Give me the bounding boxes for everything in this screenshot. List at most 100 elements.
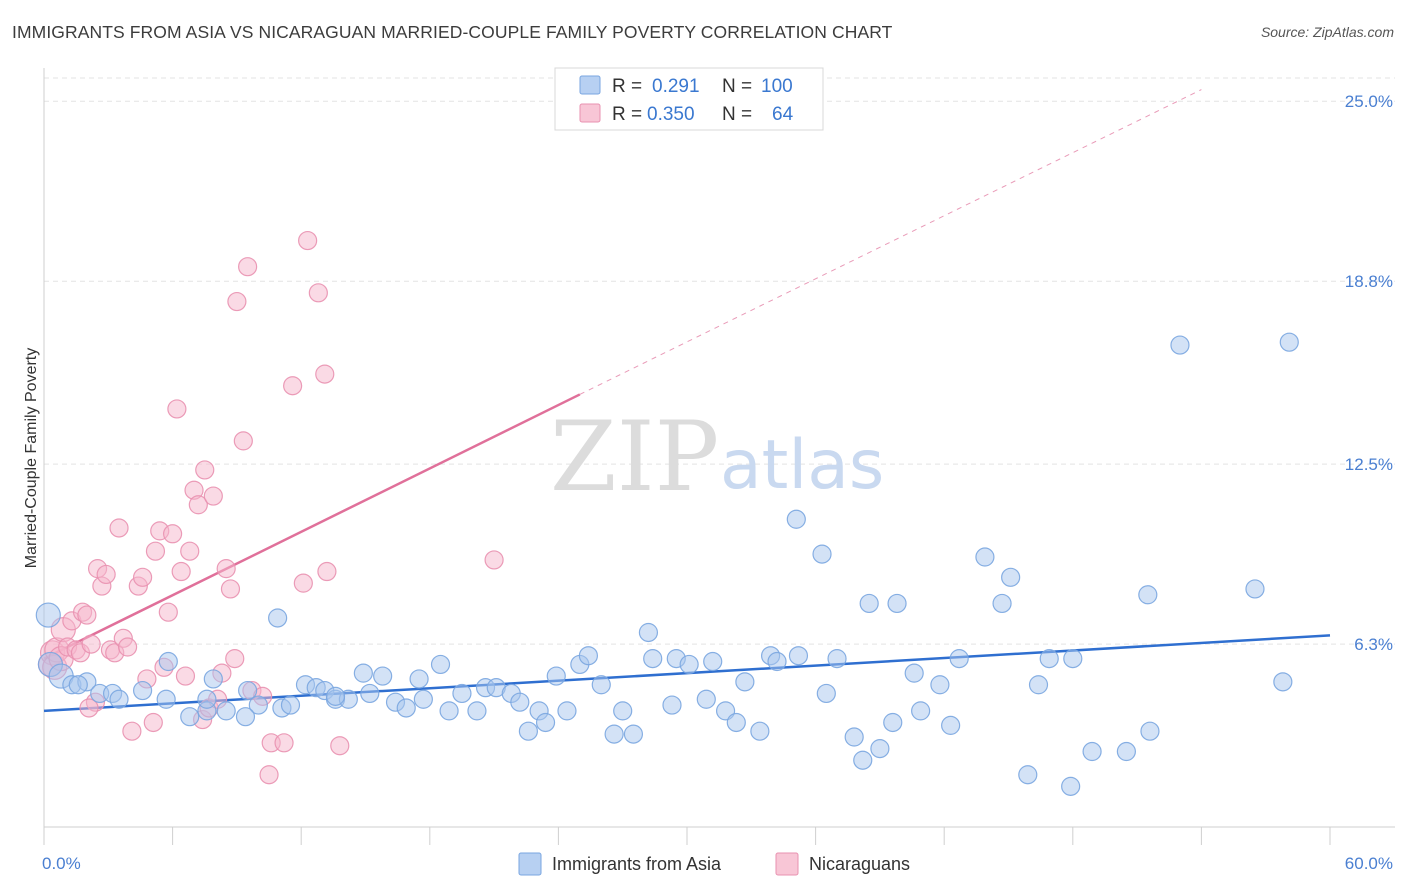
nicaraguans-point-48 — [238, 257, 258, 277]
bottom-legend-swatch-nica — [775, 852, 799, 876]
bottom-legend: Immigrants from Asia Nicaraguans — [518, 852, 910, 876]
nicaraguans-point-47 — [233, 431, 253, 451]
asia-point-67 — [788, 646, 809, 666]
legend-swatch-nica — [579, 103, 601, 123]
legend-n-label-2: N = — [722, 104, 752, 125]
asia-point-28 — [360, 683, 380, 704]
asia-point-93 — [1140, 721, 1160, 741]
asia-point-45 — [546, 666, 566, 686]
bottom-legend-label-nica: Nicaraguans — [809, 854, 910, 874]
nicaraguans-point-12 — [81, 634, 101, 654]
asia-point-50 — [604, 724, 624, 744]
asia-point-62 — [735, 672, 755, 692]
asia-point-15 — [203, 669, 223, 689]
nicaraguans-trend-line — [43, 393, 581, 660]
asia-point-98 — [235, 707, 256, 727]
legend: R = 0.291 N = 100 R = 0.350 N = 64 — [554, 67, 824, 131]
legend-r-value-2: 0.350 — [647, 104, 695, 125]
asia-point-17 — [238, 680, 258, 701]
bottom-legend-swatch-asia — [518, 852, 542, 876]
watermark-atlas: atlas — [720, 426, 884, 505]
nicaraguans-point-31 — [167, 399, 187, 419]
legend-r-label-1: R = — [612, 76, 642, 97]
asia-point-78 — [911, 701, 931, 721]
asia-point-9 — [132, 680, 153, 701]
nicaraguans-point-59 — [317, 561, 337, 582]
nicaraguans-point-43 — [216, 559, 236, 579]
asia-point-1 — [35, 602, 61, 628]
asia-point-86 — [1028, 675, 1049, 695]
nicaraguans-point-11 — [77, 605, 97, 625]
asia-point-5 — [68, 675, 88, 695]
asia-point-46 — [557, 701, 577, 721]
asia-point-84 — [1001, 567, 1021, 587]
asia-point-81 — [949, 649, 969, 669]
y-tick-label-1: 12.5% — [1345, 455, 1393, 474]
asia-point-70 — [827, 649, 847, 669]
nicaraguans-point-20 — [117, 637, 138, 657]
asia-point-75 — [883, 712, 903, 733]
nicaraguans-point-32 — [171, 561, 191, 582]
asia-point-34 — [430, 654, 451, 675]
bottom-legend-label-asia: Immigrants from Asia — [552, 854, 722, 874]
asia-point-99 — [325, 686, 346, 706]
asia-point-32 — [409, 669, 429, 689]
source-credit: Source: ZipAtlas.com — [1260, 24, 1394, 40]
nicaraguans-point-25 — [143, 712, 163, 733]
asia-point-42 — [518, 721, 538, 741]
watermark-zip: ZIP — [550, 401, 719, 513]
asia-point-90 — [1082, 741, 1102, 762]
asia-point-66 — [786, 509, 806, 529]
nicaraguans-point-38 — [195, 460, 215, 480]
nicaraguans-point-40 — [203, 486, 223, 506]
nicaraguans-trend-extension — [579, 89, 1202, 395]
asia-point-74 — [870, 739, 890, 759]
asia-point-37 — [467, 701, 487, 721]
data-points — [35, 230, 1299, 796]
asia-point-73 — [859, 593, 879, 614]
asia-point-71 — [844, 727, 864, 747]
asia-point-94 — [1170, 335, 1190, 355]
asia-point-69 — [816, 683, 836, 704]
nicaraguans-point-26 — [145, 541, 166, 561]
asia-point-41 — [510, 692, 530, 712]
asia-point-16 — [216, 701, 236, 721]
tick-labels: 6.3% 12.5% 18.8% 25.0% 0.0% 60.0% — [42, 92, 1393, 873]
y-tick-label-2: 18.8% — [1345, 272, 1393, 291]
nicaraguans-point-34 — [180, 541, 200, 561]
asia-point-59 — [703, 651, 723, 672]
legend-r-value-1: 0.291 — [652, 76, 700, 97]
nicaraguans-point-30 — [163, 524, 183, 544]
asia-point-92 — [1138, 585, 1158, 605]
legend-n-value-2: 64 — [772, 104, 794, 125]
asia-point-68 — [812, 544, 832, 564]
asia-point-27 — [353, 663, 373, 683]
nicaraguans-point-29 — [158, 602, 178, 622]
asia-point-11 — [158, 651, 178, 672]
x-tick-label-1: 60.0% — [1345, 854, 1393, 873]
axes — [43, 68, 1395, 845]
asia-point-88 — [1061, 776, 1081, 796]
asia-point-55 — [662, 695, 682, 715]
asia-point-83 — [992, 593, 1012, 614]
asia-point-20 — [268, 608, 288, 628]
nicaraguans-point-33 — [175, 666, 196, 686]
x-tick-label-0: 0.0% — [42, 854, 81, 873]
y-tick-label-0: 6.3% — [1354, 635, 1393, 654]
asia-point-21 — [280, 695, 301, 715]
legend-n-value-1: 100 — [761, 76, 793, 97]
asia-point-10 — [156, 689, 176, 709]
nicaraguans-point-63 — [79, 698, 99, 718]
asia-point-79 — [930, 675, 950, 695]
asia-point-80 — [941, 715, 961, 735]
asia-point-29 — [373, 666, 393, 686]
y-tick-label-3: 25.0% — [1345, 92, 1393, 111]
asia-point-87 — [1039, 649, 1059, 669]
asia-point-18 — [248, 695, 268, 715]
asia-point-89 — [1063, 649, 1083, 669]
asia-point-33 — [413, 689, 433, 709]
legend-swatch-asia — [579, 75, 601, 95]
nicaraguans-point-53 — [274, 733, 294, 753]
nicaraguans-point-51 — [259, 765, 279, 785]
